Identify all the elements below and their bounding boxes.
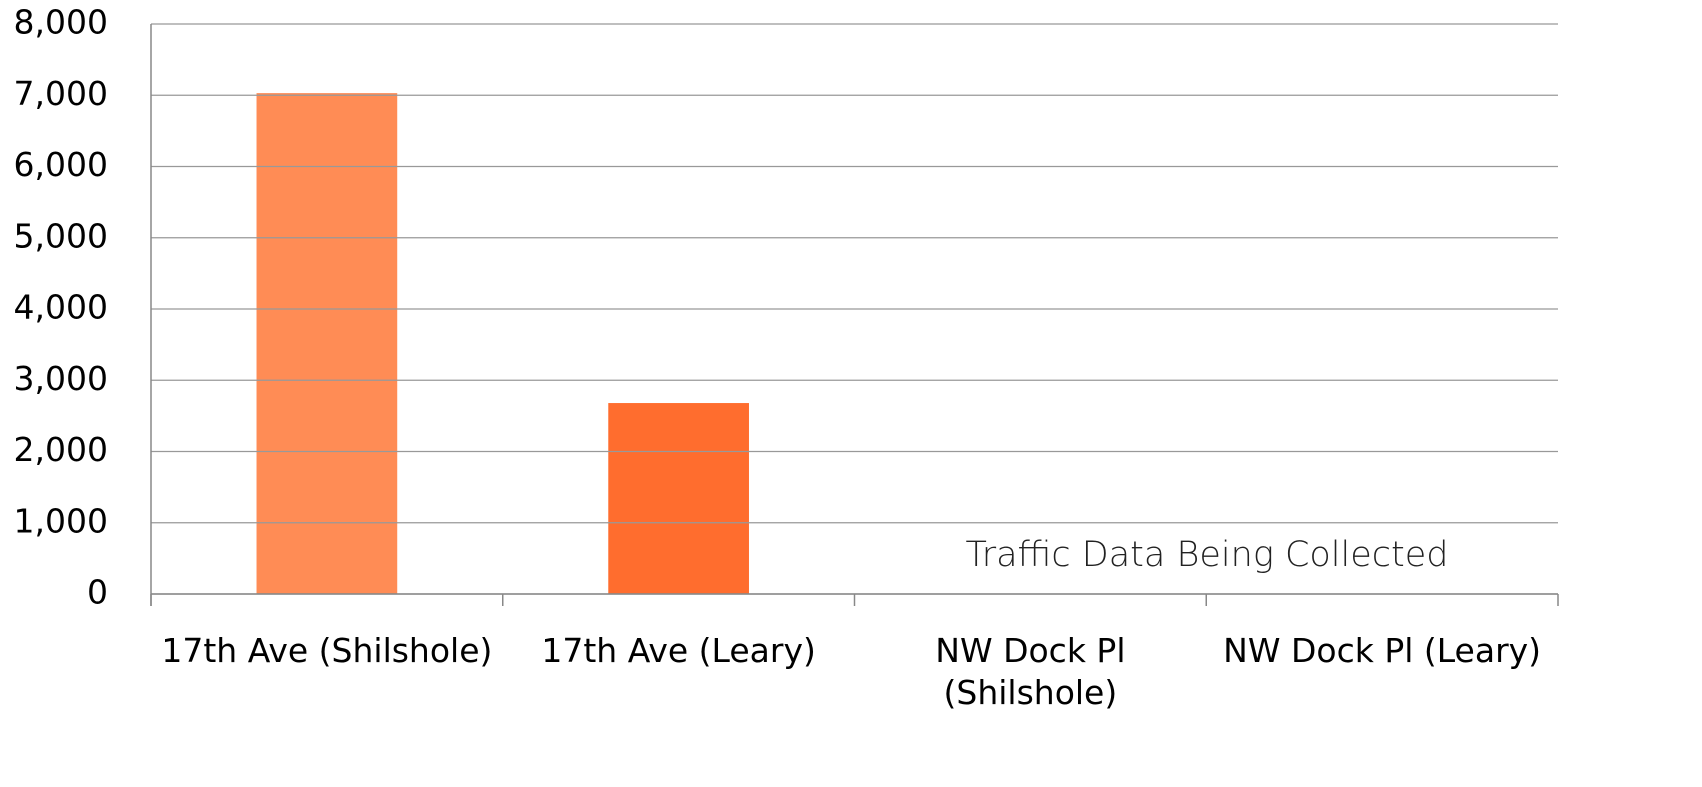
y-tick-label: 6,000 xyxy=(14,145,108,184)
y-tick-label: 0 xyxy=(87,573,108,612)
y-tick-label: 7,000 xyxy=(14,74,108,113)
y-tick-label: 5,000 xyxy=(14,216,108,255)
bar xyxy=(608,403,749,594)
x-tick-label: NW Dock Pl (Leary) xyxy=(1223,631,1542,670)
bar xyxy=(256,93,398,595)
y-tick-label: 2,000 xyxy=(14,430,108,469)
annotation: Traffic Data Being Collected xyxy=(965,535,1448,575)
x-tick-label: 17th Ave (Leary) xyxy=(541,631,816,670)
y-tick-label: 8,000 xyxy=(14,3,108,42)
y-tick-label: 3,000 xyxy=(14,359,108,398)
x-tick-label: NW Dock Pl (Shilshole) xyxy=(935,631,1126,712)
y-tick-label: 1,000 xyxy=(14,501,108,540)
y-tick-label: 4,000 xyxy=(14,288,108,327)
x-tick-label: 17th Ave (Shilshole) xyxy=(161,631,493,670)
